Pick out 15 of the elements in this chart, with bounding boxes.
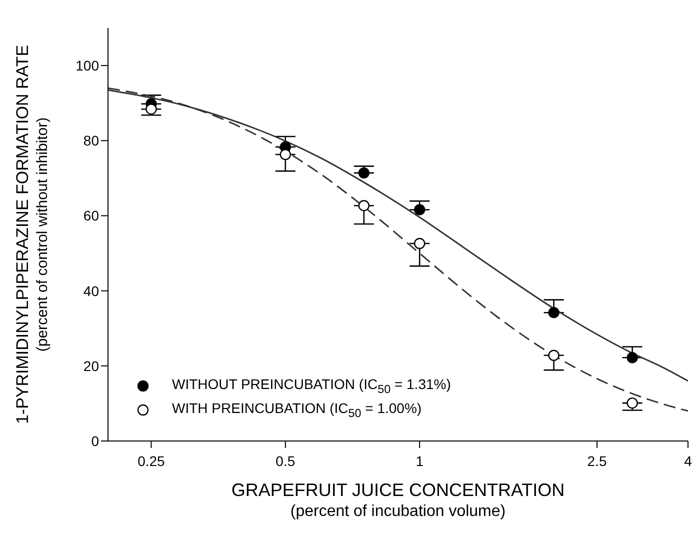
y-axis-title: 1-PYRIMIDINYLPIPERAZINE FORMATION RATE (percent of control without inhibitor) xyxy=(13,44,51,424)
x-axis-title: GRAPEFRUIT JUICE CONCENTRATION (percent of incubation volume) xyxy=(231,480,565,520)
legend-label: WITH PREINCUBATION (IC$_{50}$ = 1.00%) xyxy=(172,400,422,420)
legend-label: WITHOUT PREINCUBATION (IC$_{50}$ = 1.31%) xyxy=(172,376,451,396)
y-tick-label: 0 xyxy=(91,432,100,449)
y-tick-label: 60 xyxy=(83,208,100,224)
x-tick-label: 1 xyxy=(416,452,424,469)
x-tick-label: 0.25 xyxy=(138,452,166,469)
x-tick-label: 0.5 xyxy=(276,452,296,469)
x-tick-label: 4 xyxy=(684,452,692,469)
x-tick-label: 2.5 xyxy=(587,452,607,469)
y-tick-label: 80 xyxy=(83,132,100,149)
y-tick-label: 20 xyxy=(83,358,100,374)
y-tick-label: 100 xyxy=(76,58,100,74)
y-tick-label: 40 xyxy=(83,282,100,299)
